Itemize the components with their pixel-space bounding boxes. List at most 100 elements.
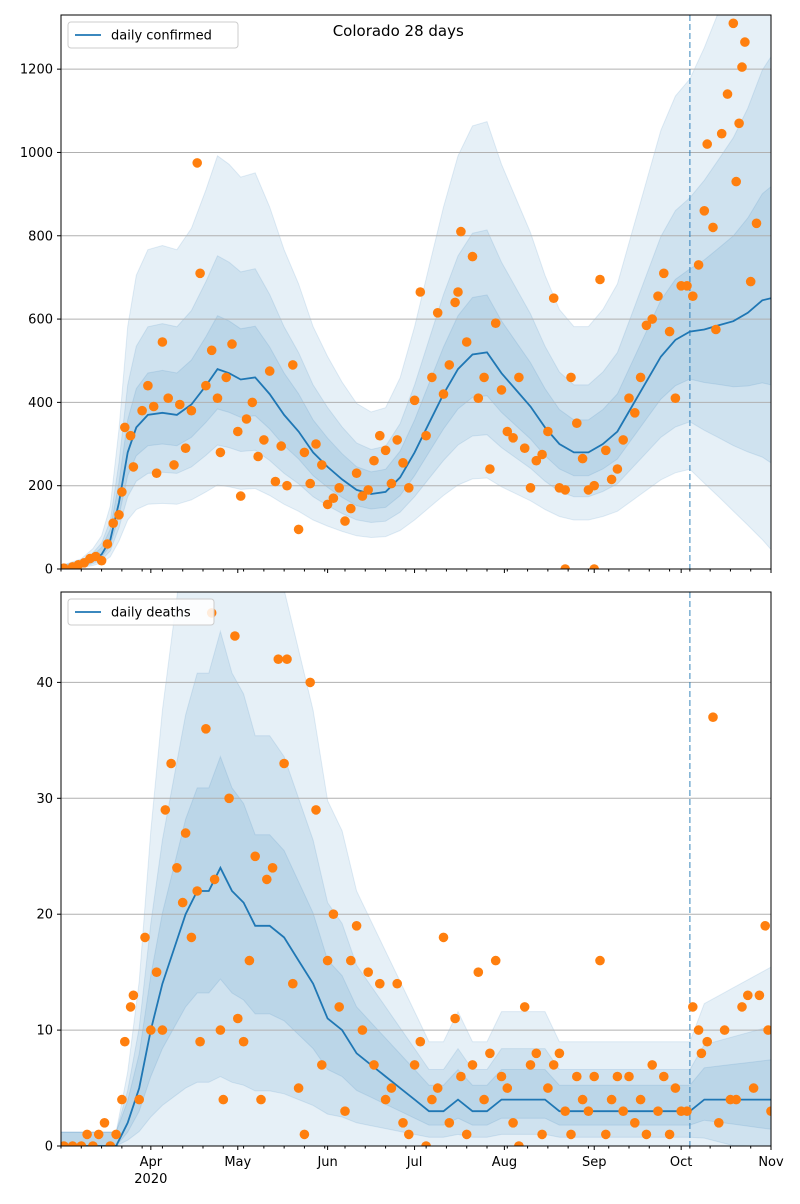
- data-point: [117, 487, 127, 497]
- data-point: [386, 478, 397, 489]
- data-point: [731, 176, 741, 187]
- data-point: [589, 1071, 599, 1082]
- data-point: [102, 539, 113, 549]
- data-point: [166, 758, 176, 769]
- data-point: [108, 518, 118, 528]
- data-point: [175, 399, 185, 410]
- data-point: [317, 1060, 327, 1070]
- data-point: [450, 1013, 460, 1024]
- data-point: [583, 1106, 594, 1116]
- y-tick-label: 1000: [20, 146, 53, 161]
- data-point: [61, 563, 69, 569]
- data-point: [566, 1129, 576, 1140]
- data-point: [508, 1118, 518, 1128]
- data-point: [180, 443, 191, 454]
- data-point: [224, 793, 234, 804]
- data-point: [305, 677, 316, 688]
- data-point: [267, 863, 278, 873]
- data-point: [702, 1036, 712, 1047]
- y-tick-label: 40: [36, 676, 53, 691]
- data-point: [334, 1002, 345, 1012]
- data-point: [743, 990, 753, 1001]
- data-point: [206, 345, 217, 356]
- data-point: [444, 1118, 455, 1128]
- data-point: [496, 385, 507, 395]
- data-point: [548, 1060, 559, 1070]
- data-point: [137, 405, 147, 416]
- deaths-panel: 0 10 20 30 40 Apr 2020 May Jun Jul Aug Sep Oct Nov dai…: [36, 591, 784, 1187]
- data-point: [461, 1129, 472, 1140]
- data-point: [276, 441, 287, 451]
- data-point: [392, 978, 403, 989]
- data-point: [299, 447, 310, 458]
- data-point: [288, 360, 298, 370]
- data-point: [259, 435, 269, 445]
- data-point: [218, 1094, 229, 1105]
- data-point: [363, 485, 374, 495]
- data-point: [670, 1083, 681, 1093]
- data-point: [195, 268, 205, 279]
- data-point: [299, 1129, 310, 1140]
- data-point: [99, 1118, 110, 1128]
- data-point: [696, 1048, 707, 1059]
- data-point: [235, 491, 246, 501]
- data-point: [244, 955, 255, 966]
- data-point: [737, 62, 747, 72]
- data-point: [357, 491, 368, 501]
- data-point: [357, 1025, 368, 1035]
- legend-label: daily deaths: [111, 606, 191, 621]
- x-tick-label: Aug: [492, 1155, 517, 1170]
- data-point: [688, 291, 698, 302]
- data-point: [262, 874, 272, 885]
- data-point: [514, 1141, 524, 1146]
- data-point: [554, 1048, 565, 1059]
- data-point: [531, 455, 542, 466]
- data-point: [754, 990, 765, 1001]
- data-point: [128, 462, 139, 472]
- data-point: [635, 1094, 646, 1105]
- data-point: [722, 89, 733, 99]
- data-point: [215, 447, 226, 458]
- y-tick-label: 0: [45, 1140, 53, 1155]
- data-point: [157, 1025, 168, 1035]
- data-point: [577, 1094, 588, 1105]
- uncertainty-band-3: [61, 185, 771, 569]
- data-point: [572, 1071, 582, 1082]
- data-point: [409, 1060, 420, 1070]
- data-point: [61, 1141, 69, 1146]
- data-point: [114, 510, 124, 520]
- axes-frame: [60, 14, 772, 570]
- data-point: [490, 318, 501, 329]
- data-point: [305, 478, 316, 489]
- data-point: [328, 493, 339, 504]
- data-point: [160, 805, 171, 815]
- data-point: [404, 483, 414, 493]
- data-point: [409, 395, 420, 406]
- data-point: [230, 631, 240, 641]
- data-point: [543, 1083, 553, 1093]
- data-point: [719, 1025, 730, 1035]
- data-point: [589, 480, 599, 491]
- data-point: [250, 851, 260, 862]
- data-point: [215, 1025, 226, 1035]
- data-point: [641, 320, 652, 331]
- data-point: [693, 260, 704, 270]
- data-point: [134, 1094, 144, 1105]
- data-point: [456, 226, 466, 237]
- data-point: [82, 1129, 92, 1140]
- data-point: [192, 158, 202, 168]
- data-point: [708, 222, 718, 233]
- data-point: [415, 1036, 426, 1047]
- data-point: [186, 405, 197, 416]
- data-point: [375, 430, 385, 441]
- y-tick-label: 1200: [20, 63, 53, 78]
- data-point: [322, 499, 333, 510]
- plot-area: [61, 592, 771, 1146]
- data-point: [473, 967, 484, 977]
- data-point: [670, 393, 681, 404]
- data-point: [624, 1071, 634, 1082]
- data-point: [760, 921, 770, 931]
- data-point: [293, 1083, 304, 1093]
- data-point: [169, 460, 179, 470]
- data-point: [519, 1002, 530, 1012]
